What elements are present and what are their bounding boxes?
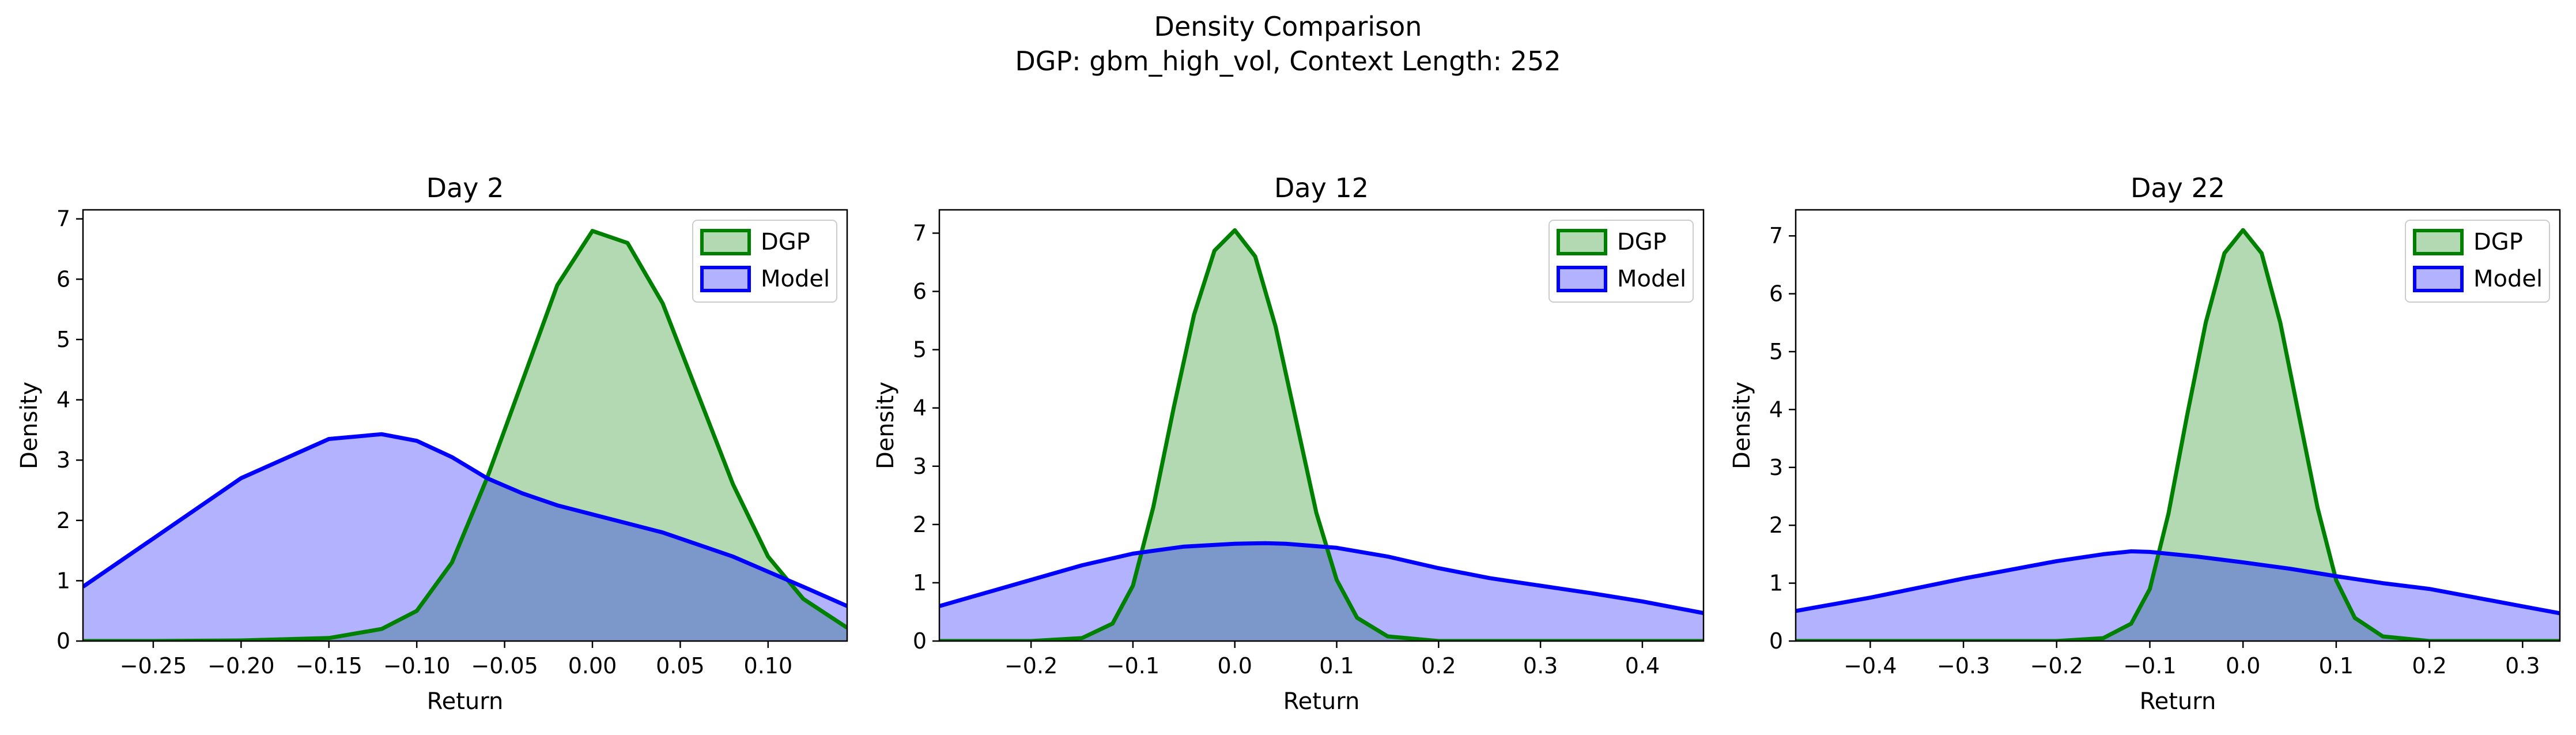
subplot-title: Day 2 xyxy=(426,172,504,203)
x-tick-label: 0.1 xyxy=(1319,653,1354,679)
y-tick-label: 6 xyxy=(56,266,70,292)
x-tick-label: −0.10 xyxy=(383,653,450,679)
model-density-fill xyxy=(83,434,847,641)
y-tick-label: 7 xyxy=(56,206,70,232)
model-density-fill xyxy=(1796,551,2560,641)
subplot-day-panel: Day 22 −0.4 −0.3 −0.2 −0.1 0.0 0.1 0.2 0.3 0 1 2 3 4 5… xyxy=(1729,172,2561,715)
x-tick-label: −0.20 xyxy=(207,653,274,679)
x-tick-label: 0.2 xyxy=(1421,653,1456,679)
y-tick-label: 4 xyxy=(913,395,927,421)
x-tick-label: −0.05 xyxy=(471,653,538,679)
figure-title: Density Comparison xyxy=(1154,11,1422,42)
x-tick-label: −0.25 xyxy=(120,653,187,679)
model-density-line xyxy=(1796,549,2560,616)
subplot-day-panel: Day 12 −0.2 −0.1 0.0 0.1 0.2 0.3 0.4 0 1 2 3 4 5 6 7 Ret… xyxy=(872,172,1705,715)
x-axis-label: Return xyxy=(427,688,504,715)
x-tick-label: −0.2 xyxy=(2030,653,2083,679)
dgp-density-fill xyxy=(83,231,847,641)
x-tick-label: 0.0 xyxy=(2226,653,2260,679)
legend-swatch xyxy=(2413,229,2464,255)
x-axis-label: Return xyxy=(2140,688,2216,715)
legend-swatch xyxy=(1557,266,1607,292)
plot-area xyxy=(83,229,847,641)
subplot-title: Day 22 xyxy=(2131,172,2225,203)
legend-swatch xyxy=(700,266,751,292)
subplot-title: Day 12 xyxy=(1274,172,1369,203)
y-tick-label: 4 xyxy=(1769,397,1783,422)
y-axis-label: Density xyxy=(16,382,43,469)
y-tick-label: 5 xyxy=(56,327,70,352)
subplots-container: Day 2−0.25 −0.20 −0.15 −0.10 −0.05 0.00 0.05 0.… xyxy=(16,172,2561,715)
y-tick-label: 0 xyxy=(1769,628,1783,654)
x-tick-label: −0.4 xyxy=(1844,653,1897,679)
y-tick-label: 3 xyxy=(56,447,70,473)
dgp-density-line xyxy=(83,229,847,641)
model-density-fill xyxy=(939,543,1704,641)
dgp-density-line xyxy=(939,228,1704,641)
legend-label: Model xyxy=(1617,266,1686,292)
model-density-line xyxy=(83,432,847,608)
y-tick-label: 6 xyxy=(1769,281,1783,307)
legend-swatch xyxy=(1557,229,1607,255)
y-tick-label: 5 xyxy=(1769,339,1783,364)
axes-frame xyxy=(1795,209,2561,642)
legend-label: DGP xyxy=(1617,229,1667,255)
x-tick-label: 0.2 xyxy=(2412,653,2446,679)
y-tick-label: 2 xyxy=(56,508,70,533)
y-tick-label: 7 xyxy=(1769,223,1783,248)
x-axis-label: Return xyxy=(1283,688,1360,715)
x-tick-label: 0.1 xyxy=(2319,653,2354,679)
y-tick-label: 0 xyxy=(56,628,70,654)
y-tick-label: 4 xyxy=(56,387,70,413)
legend-label: DGP xyxy=(2473,229,2523,255)
legend-swatch xyxy=(700,229,751,255)
figure-subtitle: DGP: gbm_high_vol, Context Length: 252 xyxy=(1015,46,1561,77)
y-tick-label: 2 xyxy=(1769,512,1783,538)
y-tick-label: 1 xyxy=(1769,571,1783,596)
y-tick-label: 1 xyxy=(56,568,70,593)
subplot-day-panel: Day 2 −0.25 −0.20 −0.15 −0.10 −0.05 0.00 0.05 0.… xyxy=(16,172,848,715)
x-tick-label: 0.0 xyxy=(1218,653,1252,679)
plot-area xyxy=(1796,228,2560,641)
y-tick-label: 3 xyxy=(913,454,927,479)
axes-frame xyxy=(938,209,1705,642)
y-tick-label: 6 xyxy=(913,279,927,304)
legend: DGP Model xyxy=(1548,220,1694,303)
legend-label: Model xyxy=(2473,266,2543,292)
x-tick-label: 0.4 xyxy=(1625,653,1660,679)
x-tick-label: 0.10 xyxy=(744,653,793,679)
x-tick-label: 0.05 xyxy=(656,653,705,679)
y-axis-label: Density xyxy=(1729,382,1755,469)
y-tick-label: 3 xyxy=(1769,455,1783,480)
y-tick-label: 7 xyxy=(913,220,927,246)
axes-frame xyxy=(82,209,848,642)
x-tick-label: −0.2 xyxy=(1004,653,1057,679)
y-tick-label: 0 xyxy=(913,628,927,654)
legend: DGP Model xyxy=(2405,220,2550,303)
plot-area xyxy=(939,228,1704,641)
x-tick-label: −0.15 xyxy=(296,653,362,679)
y-tick-label: 1 xyxy=(913,570,927,595)
y-tick-label: 2 xyxy=(913,512,927,537)
x-tick-label: −0.3 xyxy=(1937,653,1990,679)
dgp-density-fill xyxy=(939,230,1704,641)
x-tick-label: −0.1 xyxy=(1106,653,1159,679)
legend-swatch xyxy=(2413,266,2464,292)
x-tick-label: −0.1 xyxy=(2123,653,2176,679)
dgp-density-fill xyxy=(1796,230,2560,641)
legend-label: DGP xyxy=(761,229,810,255)
y-axis-label: Density xyxy=(872,382,899,469)
model-density-line xyxy=(939,541,1704,615)
x-tick-label: 0.00 xyxy=(568,653,617,679)
y-tick-label: 5 xyxy=(913,337,927,363)
x-tick-label: 0.3 xyxy=(2505,653,2540,679)
x-tick-label: 0.3 xyxy=(1523,653,1558,679)
legend-label: Model xyxy=(761,266,830,292)
legend: DGP Model xyxy=(692,220,837,303)
dgp-density-line xyxy=(1796,228,2560,641)
